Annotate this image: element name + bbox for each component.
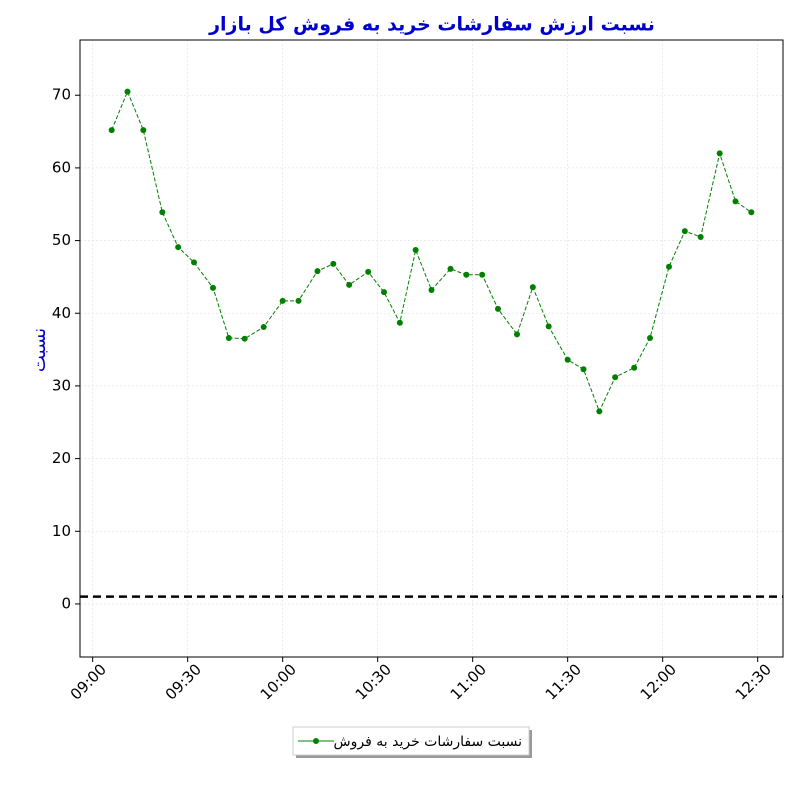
y-axis-label: نسبت	[29, 328, 50, 372]
data-point	[748, 209, 755, 216]
x-tick-label: 11:00	[447, 660, 490, 703]
y-tick-label: 0	[61, 594, 71, 612]
y-tick-label: 60	[52, 158, 71, 176]
data-point	[225, 334, 232, 341]
data-point	[210, 284, 216, 291]
legend-marker	[313, 738, 319, 744]
data-point	[529, 284, 536, 291]
data-point	[514, 331, 520, 338]
y-tick-label: 50	[52, 231, 71, 249]
series-line	[111, 90, 752, 413]
data-point	[260, 324, 267, 331]
data-point	[365, 268, 372, 275]
x-tick-label: 10:00	[257, 660, 300, 703]
data-point	[479, 271, 486, 278]
legend: نسبت سفارشات خرید به فروش	[292, 726, 532, 758]
x-tick-label: 12:00	[637, 660, 680, 703]
data-point	[241, 335, 248, 342]
data-point	[666, 263, 672, 270]
data-point	[612, 374, 619, 381]
data-point	[175, 244, 182, 251]
chart-title: نسبت ارزش سفارشات خرید به فروش کل بازار	[208, 14, 655, 36]
y-tick-label: 30	[52, 376, 71, 394]
data-point	[716, 150, 723, 157]
x-tick-label: 09:30	[162, 660, 205, 703]
data-point	[545, 323, 552, 330]
data-point	[140, 127, 147, 134]
y-tick-label: 70	[52, 86, 71, 104]
x-tick-label: 09:00	[67, 660, 110, 703]
x-tick-label: 10:30	[352, 660, 395, 703]
data-point	[732, 198, 739, 205]
data-point	[697, 233, 704, 240]
y-tick-label: 20	[52, 449, 71, 467]
data-point	[159, 209, 166, 216]
y-tick-label: 10	[52, 522, 71, 540]
data-point	[596, 408, 603, 415]
data-point	[330, 260, 337, 267]
legend-label: نسبت سفارشات خرید به فروش	[334, 734, 522, 750]
data-point	[346, 281, 353, 288]
data-point	[495, 305, 501, 312]
x-tick-label: 12:30	[732, 660, 775, 703]
y-tick-label: 40	[52, 304, 71, 322]
data-point	[108, 127, 115, 134]
data-point	[381, 289, 387, 296]
data-point	[295, 297, 302, 304]
data-point	[279, 297, 286, 304]
data-point	[564, 356, 571, 363]
plot-frame	[79, 39, 784, 658]
data-point	[631, 364, 638, 371]
data-point	[396, 319, 403, 326]
data-point	[580, 366, 587, 373]
data-point	[428, 286, 435, 293]
data-point	[463, 271, 470, 278]
data-point	[124, 88, 131, 95]
data-point	[191, 259, 197, 266]
data-point	[681, 228, 688, 235]
data-point	[314, 268, 321, 275]
data-point	[447, 265, 454, 272]
data-point	[412, 247, 419, 254]
data-point	[647, 334, 653, 341]
x-tick-label: 11:30	[542, 660, 585, 703]
